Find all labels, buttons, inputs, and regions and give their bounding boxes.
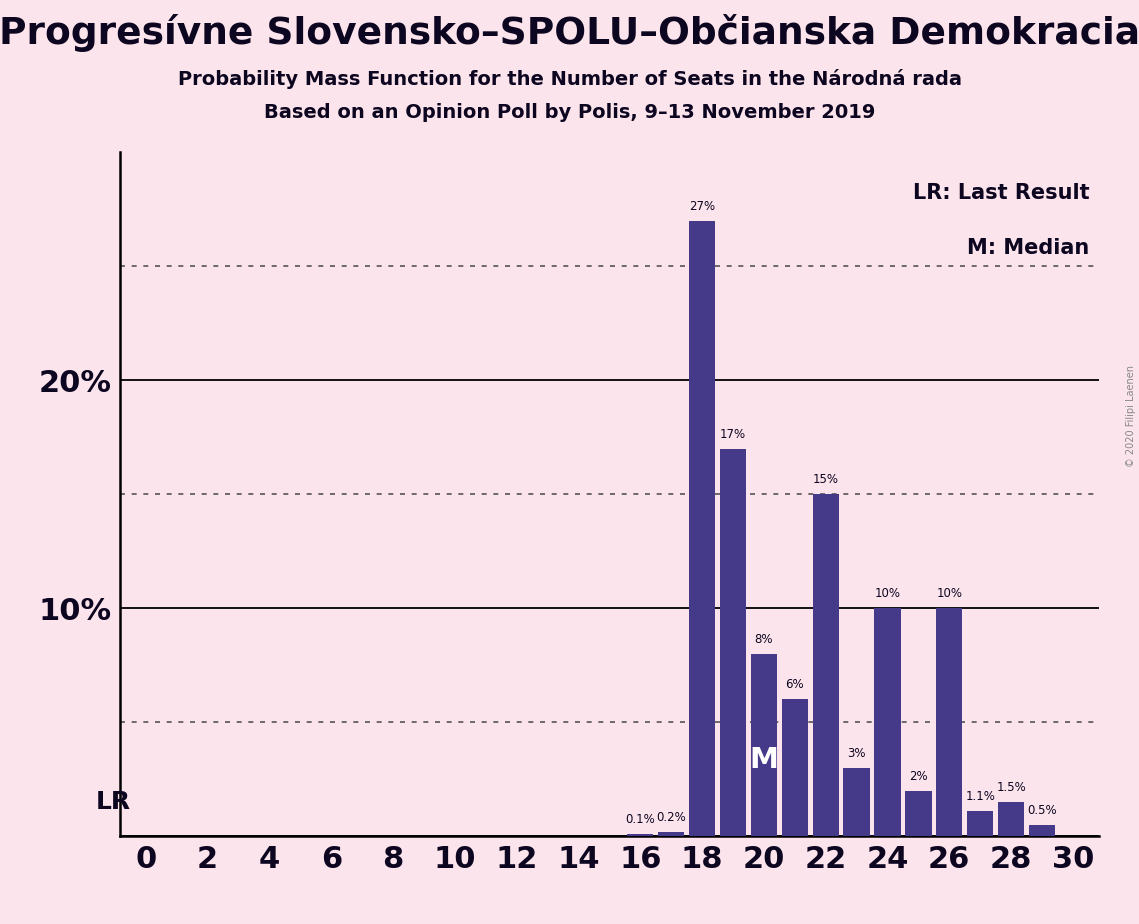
Text: 27%: 27% — [689, 200, 715, 213]
Text: Based on an Opinion Poll by Polis, 9–13 November 2019: Based on an Opinion Poll by Polis, 9–13 … — [264, 103, 875, 123]
Text: 0.1%: 0.1% — [625, 813, 655, 826]
Text: 0.2%: 0.2% — [656, 810, 686, 823]
Bar — [906, 791, 932, 836]
Text: 6%: 6% — [786, 678, 804, 691]
Bar — [751, 654, 777, 836]
Text: 2%: 2% — [909, 770, 927, 783]
Bar — [844, 768, 870, 836]
Text: LR: LR — [96, 790, 130, 814]
Bar — [628, 834, 654, 836]
Text: Probability Mass Function for the Number of Seats in the Národná rada: Probability Mass Function for the Number… — [178, 69, 961, 90]
Text: Progresívne Slovensko–SPOLU–Občianska Demokracia: Progresívne Slovensko–SPOLU–Občianska De… — [0, 14, 1139, 52]
Bar — [781, 699, 808, 836]
Text: 10%: 10% — [875, 588, 901, 601]
Bar — [812, 494, 838, 836]
Bar — [998, 802, 1024, 836]
Bar — [689, 221, 715, 836]
Text: M: Median: M: Median — [967, 238, 1089, 258]
Text: 1.1%: 1.1% — [965, 790, 995, 803]
Text: 10%: 10% — [936, 588, 962, 601]
Bar — [936, 608, 962, 836]
Text: 0.5%: 0.5% — [1027, 804, 1057, 817]
Text: 15%: 15% — [812, 473, 838, 486]
Text: 3%: 3% — [847, 747, 866, 760]
Text: LR: Last Result: LR: Last Result — [912, 183, 1089, 203]
Bar — [967, 811, 993, 836]
Text: 17%: 17% — [720, 428, 746, 441]
Text: M: M — [749, 746, 778, 773]
Text: 8%: 8% — [755, 633, 773, 646]
Text: 1.5%: 1.5% — [997, 781, 1026, 794]
Bar — [720, 449, 746, 836]
Text: © 2020 Filipi Laenen: © 2020 Filipi Laenen — [1125, 365, 1136, 467]
Bar — [658, 832, 685, 836]
Bar — [1029, 825, 1055, 836]
Bar — [875, 608, 901, 836]
